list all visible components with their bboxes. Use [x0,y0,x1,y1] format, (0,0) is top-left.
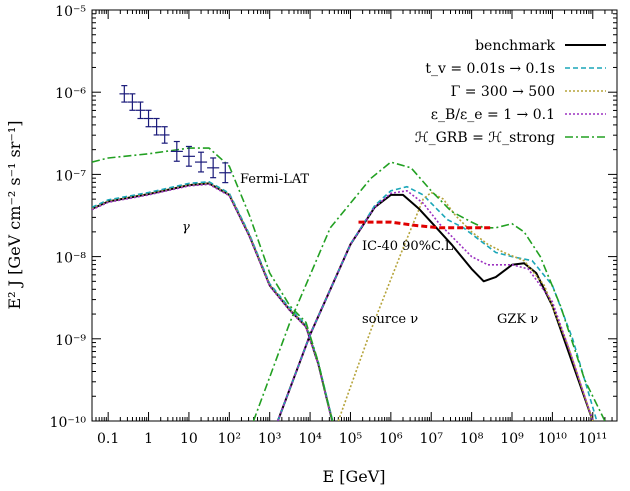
annotation-ic40: IC-40 90%C.L. [362,239,457,254]
x-tick-label: 10¹¹ [578,431,607,447]
axis-ticks: 0.1 1 10 10² 10³ 10⁴ 10⁵ 10⁶ 10⁷ 10⁸ 10⁹ 10¹⁰ 10¹¹ 10… [50,4,617,447]
x-tick-label: 0.1 [97,431,119,447]
legend-label-4: ℋ_GRB = ℋ_strong [415,130,555,146]
y-tick-label: 10⁻⁶ [55,86,86,102]
x-tick-label: 10³ [258,431,281,447]
x-axis-label: E [GeV] [322,467,385,486]
legend-label-1: t_v = 0.01s → 0.1s [425,61,555,77]
annotation-source-nu: source ν [362,312,418,327]
legend-label-2: Γ = 300 → 500 [451,84,555,100]
series-line-0 [92,182,334,421]
legend-label-0: benchmark [475,38,555,54]
x-tick-label: 10 [180,431,198,447]
x-tick-label: 10² [218,431,241,447]
series-line-6 [277,185,598,421]
annotation-fermi-lat: Fermi-LAT [240,172,309,187]
series-line-9 [252,161,606,421]
x-tick-label: 10⁶ [379,431,403,447]
y-axis-label: E² J [GeV cm⁻² s⁻¹ sr⁻¹] [5,120,24,309]
y-tick-label: 10⁻¹⁰ [50,415,87,431]
x-tick-label: 10⁹ [500,431,524,447]
series-line-3 [92,183,333,421]
series-line-4 [92,147,334,421]
y-tick-label: 10⁻⁷ [55,168,86,184]
legend-label-3: ε_B/ε_e = 1 → 0.1 [431,107,555,123]
x-tick-label: 10⁵ [339,431,363,447]
series-line-1 [92,181,334,421]
annotations: Fermi-LAT γ IC-40 90%C.L. source ν GZK ν [182,172,538,327]
series-line-10 [358,220,492,230]
legend: benchmark t_v = 0.01s → 0.1s Γ = 300 → 500… [415,38,606,146]
series-group [92,147,606,421]
series-line-7 [337,191,594,421]
plot-frame [91,9,618,422]
x-tick-label: 1 [144,431,153,447]
y-tick-label: 10⁻⁵ [55,4,86,20]
series-line-2 [92,182,334,421]
x-tick-label: 10⁸ [460,431,484,447]
x-tick-label: 10⁷ [420,431,444,447]
fermi-lat-points [119,85,232,184]
series-line-8 [277,190,594,421]
y-tick-label: 10⁻⁹ [55,333,86,349]
x-tick-label: 10¹⁰ [538,431,567,447]
annotation-gzk-nu: GZK ν [497,312,538,327]
y-tick-label: 10⁻⁸ [55,251,86,267]
annotation-gamma: γ [182,220,190,235]
x-tick-label: 10⁴ [298,431,322,447]
